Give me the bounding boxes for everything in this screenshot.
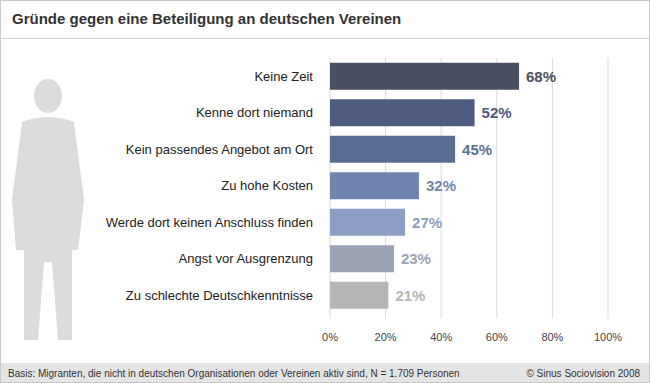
data-label: 68% [526,68,556,85]
tick-label: 20% [375,331,397,343]
chart: Gründe gegen eine Beteiligung an deutsch… [0,0,650,383]
bars [330,63,519,309]
category-label: Keine Zeit [254,69,313,84]
data-label: 32% [426,177,456,194]
tick-label: 60% [486,331,508,343]
data-label: 21% [395,287,425,304]
category-label: Zu schlechte Deutschkenntnisse [126,288,313,303]
tick-label: 80% [541,331,563,343]
footnote: Basis: Migranten, die nicht in deutschen… [8,368,460,379]
silhouette-body [12,117,84,340]
silhouette-head [34,79,62,113]
bar [330,245,394,272]
category-label: Angst vor Ausgrenzung [179,251,313,266]
source: © Sinus Sociovision 2008 [526,368,640,379]
category-label: Kenne dort niemand [196,105,313,120]
bar [330,99,475,126]
tick-label: 100% [594,331,622,343]
data-label: 45% [462,141,492,158]
bar [330,172,419,199]
category-label: Kein passendes Angebot am Ort [126,142,314,157]
grid-line [608,58,609,319]
bar [330,282,388,309]
bar [330,136,455,163]
silhouette [12,79,84,340]
grid-line [496,58,497,319]
data-label: 27% [412,214,442,231]
data-label: 23% [401,250,431,267]
category-label: Zu hohe Kosten [221,178,313,193]
grid-line [552,58,553,319]
footer-band [1,363,649,382]
frame [1,1,650,383]
tick-label: 40% [430,331,452,343]
bar [330,209,405,236]
title: Gründe gegen eine Beteiligung an deutsch… [12,10,401,27]
category-label: Werde dort keinen Anschluss finden [106,215,313,230]
title-separator [0,38,650,39]
tick-label: 0% [322,331,338,343]
bar [330,63,519,90]
data-label: 52% [482,104,512,121]
